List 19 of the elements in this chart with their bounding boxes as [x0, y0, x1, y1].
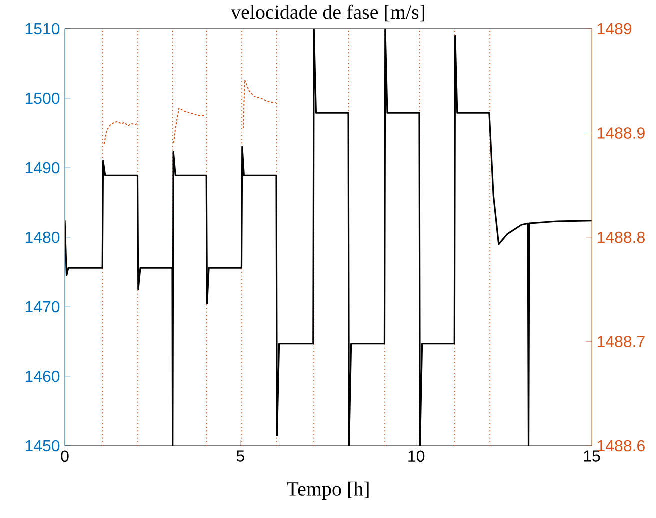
chart-title: velocidade de fase [m/s]	[231, 4, 424, 22]
y2-tick-label: 1488.8	[598, 232, 645, 244]
y2-tick-label: 1489	[598, 23, 632, 35]
line-series	[65, 29, 592, 446]
x-tick-label: 15	[584, 450, 600, 462]
y-tick-label: 1470	[26, 301, 60, 313]
y2-tick-label: 1488.6	[598, 440, 645, 452]
y2-tick-label: 1488.7	[598, 336, 645, 348]
y-tick-label: 1510	[26, 23, 60, 35]
x-tick-label: 0	[61, 450, 69, 462]
y-tick-label: 1450	[26, 440, 60, 452]
y-tick-label: 1480	[26, 232, 60, 244]
y-tick-label: 1500	[26, 92, 60, 104]
x-axis-title: Tempo [h]	[287, 482, 369, 500]
x-tick-label: 5	[236, 450, 244, 462]
y-tick-label: 1490	[26, 162, 60, 174]
x-tick-label: 10	[408, 450, 425, 462]
y2-tick-label: 1488.9	[598, 128, 645, 139]
y-tick-label: 1460	[26, 370, 60, 382]
